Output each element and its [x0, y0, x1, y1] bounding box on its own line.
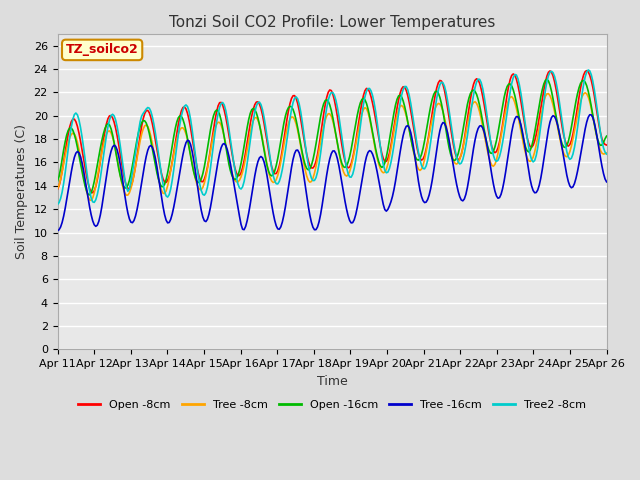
Text: TZ_soilco2: TZ_soilco2: [66, 43, 138, 57]
X-axis label: Time: Time: [317, 374, 348, 387]
Title: Tonzi Soil CO2 Profile: Lower Temperatures: Tonzi Soil CO2 Profile: Lower Temperatur…: [169, 15, 495, 30]
Legend: Open -8cm, Tree -8cm, Open -16cm, Tree -16cm, Tree2 -8cm: Open -8cm, Tree -8cm, Open -16cm, Tree -…: [74, 396, 591, 415]
Y-axis label: Soil Temperatures (C): Soil Temperatures (C): [15, 124, 28, 259]
